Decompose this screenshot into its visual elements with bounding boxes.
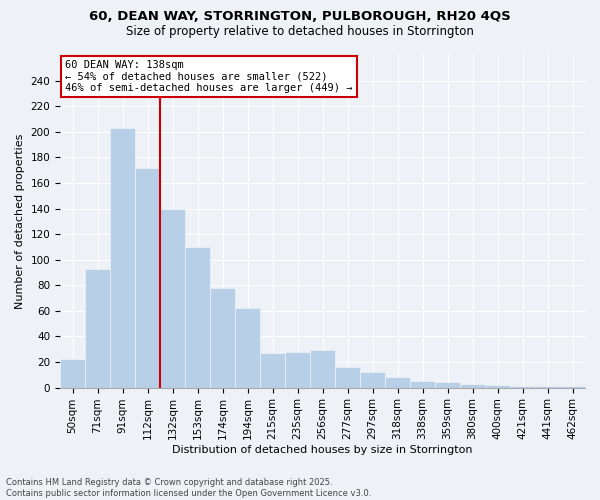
Text: 60, DEAN WAY, STORRINGTON, PULBOROUGH, RH20 4QS: 60, DEAN WAY, STORRINGTON, PULBOROUGH, R… [89, 10, 511, 23]
Bar [385, 378, 410, 388]
Bar [160, 208, 185, 388]
Bar [135, 168, 160, 388]
Bar [335, 367, 360, 388]
Y-axis label: Number of detached properties: Number of detached properties [15, 134, 25, 309]
Bar [185, 247, 210, 388]
Bar [410, 381, 435, 388]
Bar [560, 386, 585, 388]
Text: 60 DEAN WAY: 138sqm
← 54% of detached houses are smaller (522)
46% of semi-detac: 60 DEAN WAY: 138sqm ← 54% of detached ho… [65, 60, 353, 93]
Bar [485, 385, 510, 388]
Bar [210, 288, 235, 388]
Bar [535, 386, 560, 388]
Bar [260, 353, 285, 388]
Bar [310, 350, 335, 388]
Text: Contains HM Land Registry data © Crown copyright and database right 2025.
Contai: Contains HM Land Registry data © Crown c… [6, 478, 371, 498]
Bar [510, 386, 535, 388]
Bar [435, 382, 460, 388]
Bar [85, 268, 110, 388]
Bar [360, 372, 385, 388]
X-axis label: Distribution of detached houses by size in Storrington: Distribution of detached houses by size … [172, 445, 473, 455]
Bar [460, 384, 485, 388]
Bar [110, 128, 135, 388]
Bar [60, 360, 85, 388]
Bar [285, 352, 310, 388]
Bar [235, 308, 260, 388]
Text: Size of property relative to detached houses in Storrington: Size of property relative to detached ho… [126, 25, 474, 38]
